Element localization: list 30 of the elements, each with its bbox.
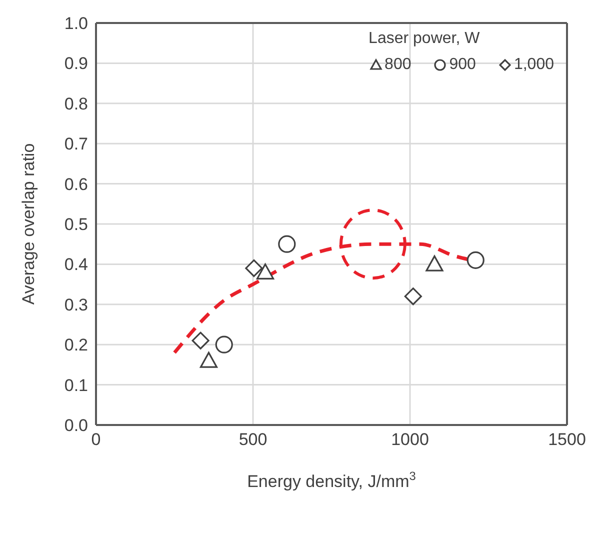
- point: [192, 332, 210, 350]
- x-tick-label: 0: [91, 430, 101, 450]
- legend-label: 1,000: [514, 56, 554, 74]
- x-axis-title: Energy density, J/mm$^{3}$: [247, 469, 416, 491]
- point: [426, 255, 444, 272]
- x-tick-label: 500: [238, 430, 268, 450]
- x-tick-label: 1000: [391, 430, 429, 450]
- point: [278, 235, 296, 253]
- y-tick-label: 1.0: [64, 14, 88, 34]
- y-tick-label: 0.8: [64, 94, 88, 114]
- y-tick-label: 0.9: [64, 54, 88, 74]
- point: [256, 263, 274, 280]
- legend-title: Laser power, W: [368, 30, 481, 48]
- y-tick-label: 0.6: [64, 174, 88, 194]
- point: [404, 288, 422, 306]
- legend-label: 900: [449, 56, 476, 74]
- y-tick-label: 0.4: [64, 255, 88, 274]
- x-tick-label: 1500: [548, 430, 586, 450]
- y-axis-title: Average overlap ratio: [19, 143, 38, 305]
- point: [200, 352, 218, 368]
- y-tick-label: 0.7: [64, 134, 88, 154]
- y-tick-label: 0.1: [64, 376, 88, 395]
- point: [466, 251, 484, 269]
- legend-label: 800: [384, 56, 412, 74]
- point: [245, 259, 263, 278]
- y-tick-label: 0.3: [64, 295, 88, 314]
- point: [215, 336, 233, 354]
- y-tick-label: 0.0: [64, 416, 88, 436]
- y-tick-label: 0.5: [64, 215, 88, 234]
- y-tick-label: 0.2: [64, 336, 88, 355]
